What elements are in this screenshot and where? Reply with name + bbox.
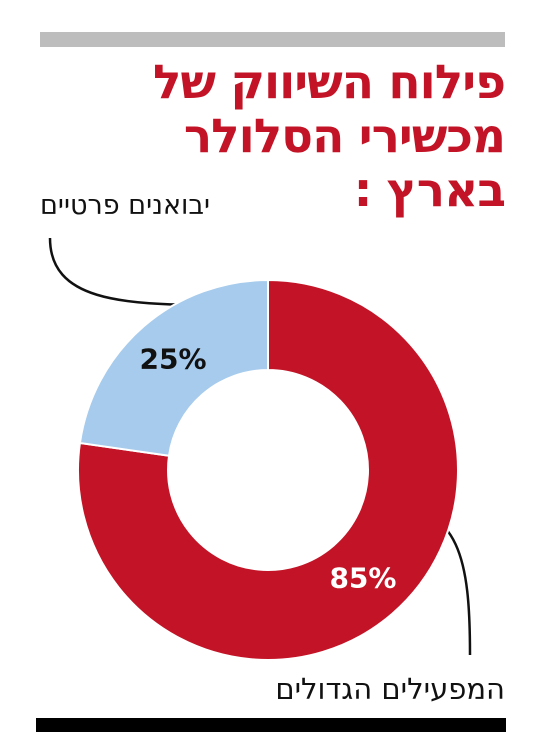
value-label: 25% — [140, 342, 207, 375]
category-label: יבואנים פרטיים — [40, 190, 211, 221]
title-line: בארץ : — [353, 163, 506, 218]
slice — [78, 278, 269, 457]
leader-line — [48, 237, 216, 307]
bottom-bar — [36, 718, 506, 732]
chart-title: פילוח השיווק של מכשירי הסלולר בארץ : — [152, 55, 506, 218]
slice — [77, 278, 459, 661]
value-label: 85% — [329, 562, 396, 595]
category-label: המפעילים הגדולים — [275, 672, 505, 706]
top-bar — [40, 32, 505, 47]
title-line: מכשירי הסלולר — [183, 109, 506, 164]
title-line: פילוח השיווק של — [152, 55, 506, 110]
